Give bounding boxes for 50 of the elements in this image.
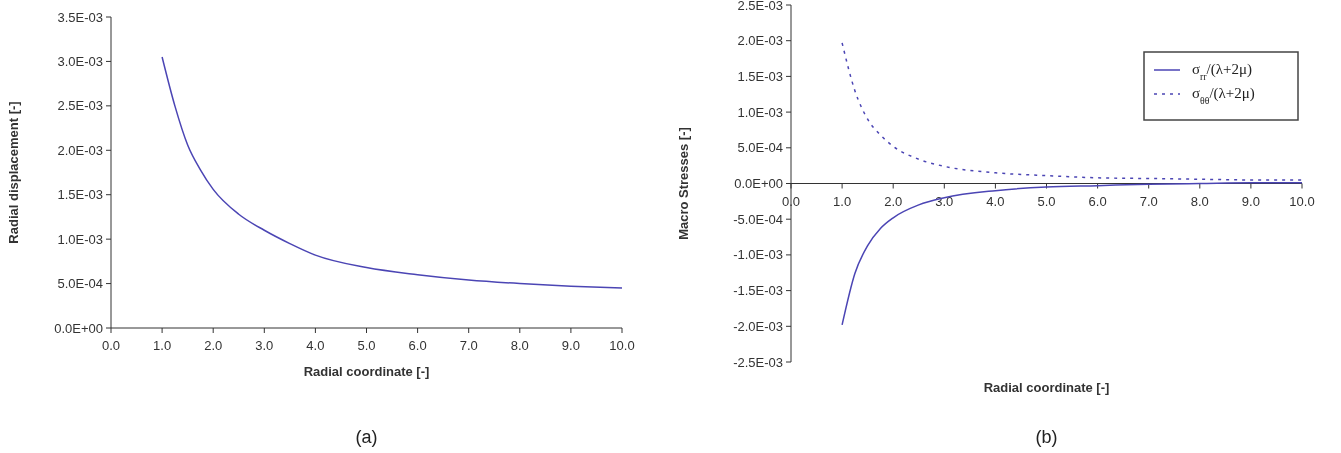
y-tick-label: -2.5E-03 — [733, 354, 783, 370]
x-tick-label: 9.0 — [1241, 193, 1260, 209]
line-series — [161, 56, 623, 289]
x-tick-label: 2.0 — [884, 193, 903, 209]
text: (b) — [1035, 427, 1058, 447]
legend-label: σ$_{θθ}$/(λ+2μ) — [1192, 85, 1255, 106]
x-tick-label: 3.0 — [935, 193, 954, 209]
x-axis-title: Radial coordinate [-] — [303, 364, 430, 379]
y-tick-label: 5.0E-04 — [737, 140, 783, 156]
x-tick-label: 0.0 — [781, 193, 801, 209]
y-tick-label: -1.0E-03 — [733, 247, 783, 263]
y-tick-label: 2.5E-03 — [57, 98, 103, 114]
y-tick-label: -5.0E-04 — [733, 211, 783, 227]
y-tick-label: 1.0E-03 — [57, 231, 103, 247]
x-tick-label: 10.0 — [609, 338, 635, 353]
legend-label: σ$_{rr}$/(λ+2μ) — [1192, 61, 1253, 82]
y-axis-title: Macro Stresses [-] — [676, 127, 691, 240]
y-axis-title: Radial displacement [-] — [6, 101, 21, 244]
y-tick-label: 2.5E-03 — [737, 0, 783, 13]
x-tick-label: 8.0 — [1190, 193, 1209, 209]
y-tick-label: 2.0E-03 — [57, 142, 103, 158]
y-tick-label: -2.0E-03 — [733, 318, 783, 334]
y-tick-label: 2.0E-03 — [737, 33, 783, 49]
x-tick-label: 2.0 — [204, 338, 223, 353]
x-tick-label: 6.0 — [408, 338, 427, 353]
x-tick-label: 7.0 — [459, 338, 478, 353]
x-tick-label: 3.0 — [255, 338, 274, 353]
y-tick-label: 3.0E-03 — [57, 53, 103, 69]
y-tick-label: 3.5E-03 — [57, 9, 103, 25]
y-tick-label: 0.0E+00 — [54, 320, 103, 336]
text: (a) — [355, 427, 378, 447]
x-axis-title: Radial coordinate [-] — [983, 380, 1110, 395]
y-tick-label: 0.0E+00 — [734, 176, 783, 192]
y-tick-label: 1.0E-03 — [737, 104, 783, 120]
x-tick-label: 7.0 — [1139, 193, 1158, 209]
x-tick-label: 5.0 — [357, 338, 376, 353]
x-tick-label: 1.0 — [833, 193, 852, 209]
x-tick-label: 1.0 — [153, 338, 172, 353]
x-tick-label: 10.0 — [1289, 193, 1315, 209]
x-tick-label: 5.0 — [1037, 193, 1056, 209]
y-tick-label: -1.5E-03 — [733, 283, 783, 299]
y-tick-label: 1.5E-03 — [57, 187, 103, 203]
y-tick-label: 5.0E-04 — [57, 276, 103, 292]
x-tick-label: 0.0 — [101, 338, 121, 353]
x-tick-label: 9.0 — [561, 338, 580, 353]
x-tick-label: 8.0 — [510, 338, 529, 353]
y-tick-label: 1.5E-03 — [737, 68, 783, 84]
x-tick-label: 4.0 — [306, 338, 325, 353]
x-tick-label: 4.0 — [986, 193, 1005, 209]
x-tick-label: 6.0 — [1088, 193, 1107, 209]
